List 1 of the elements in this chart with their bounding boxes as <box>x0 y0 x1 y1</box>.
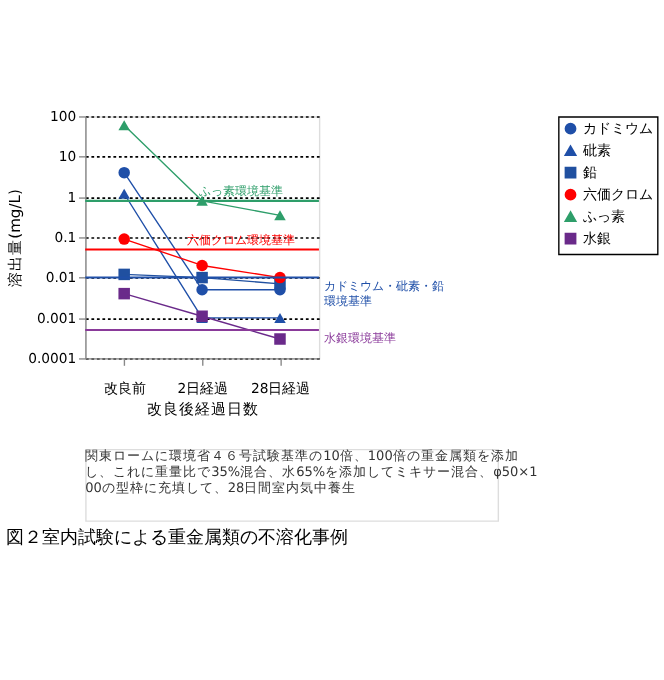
text: 図２室内試験による重金属類の不溶化事例 <box>6 527 349 550</box>
